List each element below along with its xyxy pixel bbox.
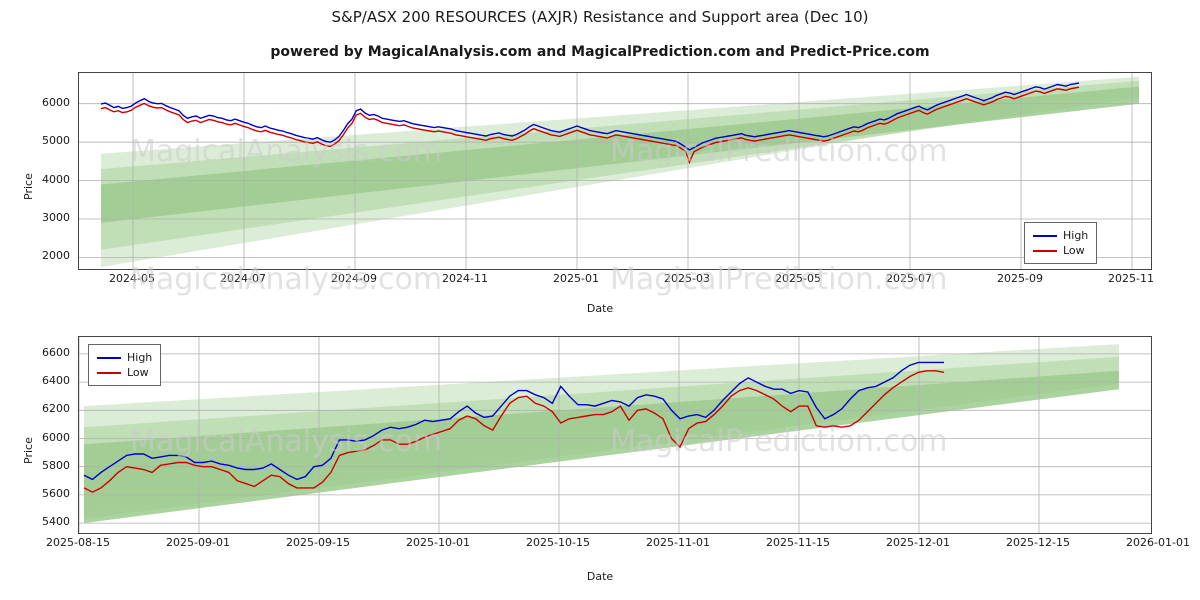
x-tick-label: 2024-09 (331, 272, 377, 285)
low-line-swatch (97, 371, 121, 374)
x-tick-label: 2024-11 (442, 272, 488, 285)
legend-item-high: High (1033, 228, 1088, 243)
legend-label-low: Low (127, 366, 149, 379)
legend-label-low: Low (1063, 244, 1085, 257)
legend-item-high: High (97, 350, 152, 365)
x-tick-label: 2026-01-01 (1126, 536, 1190, 549)
legend-item-low: Low (97, 365, 152, 380)
overview-y-axis-label: Price (22, 173, 35, 200)
y-tick-label: 6000 (42, 95, 70, 109)
y-tick-label: 5600 (42, 486, 70, 500)
legend-label-high: High (127, 351, 153, 364)
x-tick-label: 2025-12-15 (1006, 536, 1070, 549)
x-tick-label: 2025-09-15 (286, 536, 350, 549)
x-tick-label: 2025-08-15 (46, 536, 110, 549)
x-tick-label: 2024-07 (220, 272, 266, 285)
x-tick-label: 2025-09-01 (166, 536, 230, 549)
x-tick-label: 2025-07 (886, 272, 932, 285)
x-tick-label: 2025-09 (997, 272, 1043, 285)
x-tick-label: 2025-11-01 (646, 536, 710, 549)
x-tick-label: 2025-01 (553, 272, 599, 285)
y-tick-label: 4000 (42, 172, 70, 186)
detail-x-axis-label: Date (586, 570, 614, 583)
y-tick-label: 6200 (42, 402, 70, 416)
y-tick-label: 5000 (42, 134, 70, 148)
page-subtitle: powered by MagicalAnalysis.com and Magic… (270, 44, 930, 60)
overview-plot (79, 73, 1151, 269)
low-line-swatch (1033, 249, 1057, 252)
detail-y-axis-label: Price (22, 437, 35, 464)
x-tick-label: 2024-05 (109, 272, 155, 285)
overview-x-axis-label: Date (586, 302, 614, 315)
y-tick-label: 6000 (42, 430, 70, 444)
overview-chart-panel (78, 72, 1152, 270)
x-tick-label: 2025-10-15 (526, 536, 590, 549)
detail-legend: High Low (88, 344, 162, 386)
y-tick-label: 6600 (42, 345, 70, 359)
overview-legend: High Low (1024, 222, 1098, 264)
x-tick-label: 2025-11 (1108, 272, 1154, 285)
y-tick-label: 2000 (42, 249, 70, 263)
x-tick-label: 2025-11-15 (766, 536, 830, 549)
detail-chart-panel (78, 336, 1152, 534)
x-tick-label: 2025-10-01 (406, 536, 470, 549)
x-tick-label: 2025-05 (775, 272, 821, 285)
x-tick-label: 2025-03 (664, 272, 710, 285)
high-line-swatch (1033, 234, 1057, 237)
page-title: S&P/ASX 200 RESOURCES (AXJR) Resistance … (331, 8, 869, 26)
legend-label-high: High (1063, 229, 1089, 242)
y-tick-label: 5400 (42, 515, 70, 529)
detail-plot (79, 337, 1151, 533)
legend-item-low: Low (1033, 243, 1088, 258)
y-tick-label: 6400 (42, 374, 70, 388)
high-line-swatch (97, 356, 121, 359)
y-tick-label: 5800 (42, 458, 70, 472)
x-tick-label: 2025-12-01 (886, 536, 950, 549)
y-tick-label: 3000 (42, 211, 70, 225)
